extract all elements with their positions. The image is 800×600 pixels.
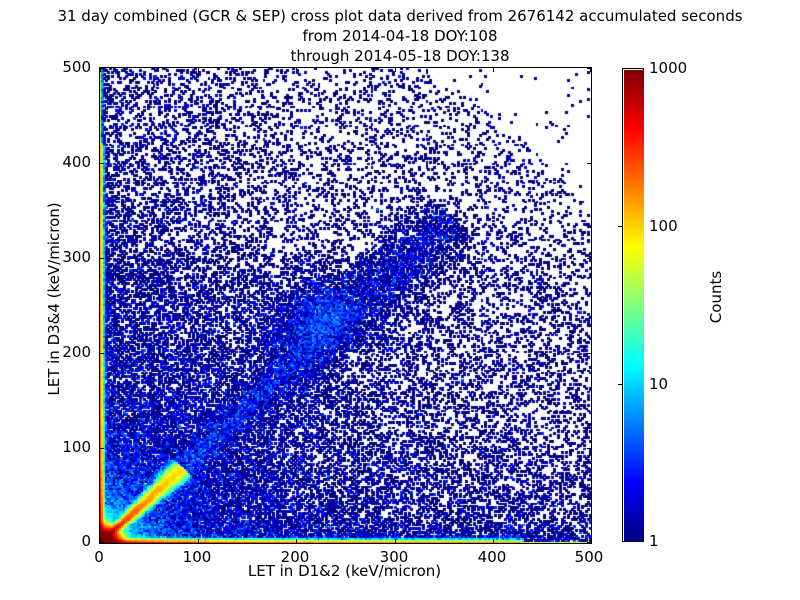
x-tick-mark-top bbox=[296, 68, 297, 72]
x-tick-mark bbox=[493, 539, 494, 543]
y-tick-label: 300 bbox=[62, 248, 91, 266]
x-axis-title: LET in D1&2 (keV/micron) bbox=[247, 562, 442, 580]
y-tick-mark-right bbox=[587, 258, 591, 259]
x-tick-label: 400 bbox=[477, 548, 507, 566]
x-tick-label: 100 bbox=[182, 548, 212, 566]
colorbar-tick-label: 1 bbox=[649, 532, 659, 550]
y-tick-mark bbox=[100, 448, 104, 449]
colorbar-canvas bbox=[624, 70, 644, 542]
colorbar-tick-label: 10 bbox=[649, 375, 669, 393]
x-tick-mark bbox=[395, 539, 396, 543]
title-line-2: from 2014-04-18 DOY:108 bbox=[302, 27, 498, 45]
y-tick-label: 200 bbox=[62, 343, 91, 361]
x-tick-mark bbox=[100, 539, 101, 543]
y-tick-label: 500 bbox=[62, 58, 91, 76]
y-tick-mark bbox=[100, 353, 104, 354]
colorbar-title: Counts bbox=[707, 270, 725, 324]
y-tick-label: 400 bbox=[62, 153, 91, 171]
y-tick-mark bbox=[100, 258, 104, 259]
x-tick-mark bbox=[296, 539, 297, 543]
x-tick-mark bbox=[590, 539, 591, 543]
x-tick-label: 500 bbox=[574, 548, 604, 566]
x-tick-label: 200 bbox=[280, 548, 310, 566]
density-scatter-canvas bbox=[100, 68, 591, 543]
title-line-3: through 2014-05-18 DOY:138 bbox=[290, 47, 510, 65]
y-tick-mark-right bbox=[587, 353, 591, 354]
y-tick-mark bbox=[100, 163, 104, 164]
colorbar-tick-label: 100 bbox=[649, 217, 678, 235]
x-tick-mark-top bbox=[395, 68, 396, 72]
x-tick-mark-top bbox=[590, 68, 591, 72]
x-tick-mark-top bbox=[100, 68, 101, 72]
y-tick-mark-right bbox=[587, 448, 591, 449]
y-tick-mark-right bbox=[587, 68, 591, 69]
x-tick-label: 0 bbox=[94, 548, 104, 566]
y-axis-title: LET in D3&4 (keV/micron) bbox=[45, 202, 63, 396]
y-tick-label: 100 bbox=[62, 438, 91, 456]
colorbar-tick-mark bbox=[618, 384, 623, 385]
y-tick-mark bbox=[100, 542, 104, 543]
plot-area bbox=[99, 67, 592, 544]
y-tick-mark-right bbox=[587, 542, 591, 543]
x-tick-mark bbox=[198, 539, 199, 543]
y-tick-label: 0 bbox=[81, 532, 91, 550]
colorbar-tick-label: 1000 bbox=[649, 59, 688, 77]
x-tick-mark-top bbox=[493, 68, 494, 72]
colorbar-tick-mark bbox=[618, 226, 623, 227]
x-tick-mark-top bbox=[198, 68, 199, 72]
colorbar: 1 10 100 1000 bbox=[618, 59, 687, 550]
colorbar-gradient bbox=[622, 68, 644, 542]
y-tick-mark bbox=[100, 68, 104, 69]
y-tick-mark-right bbox=[587, 163, 591, 164]
page-title: 31 day combined (GCR & SEP) cross plot d… bbox=[0, 6, 800, 66]
title-line-1: 31 day combined (GCR & SEP) cross plot d… bbox=[57, 7, 743, 25]
x-tick-label: 300 bbox=[379, 548, 409, 566]
